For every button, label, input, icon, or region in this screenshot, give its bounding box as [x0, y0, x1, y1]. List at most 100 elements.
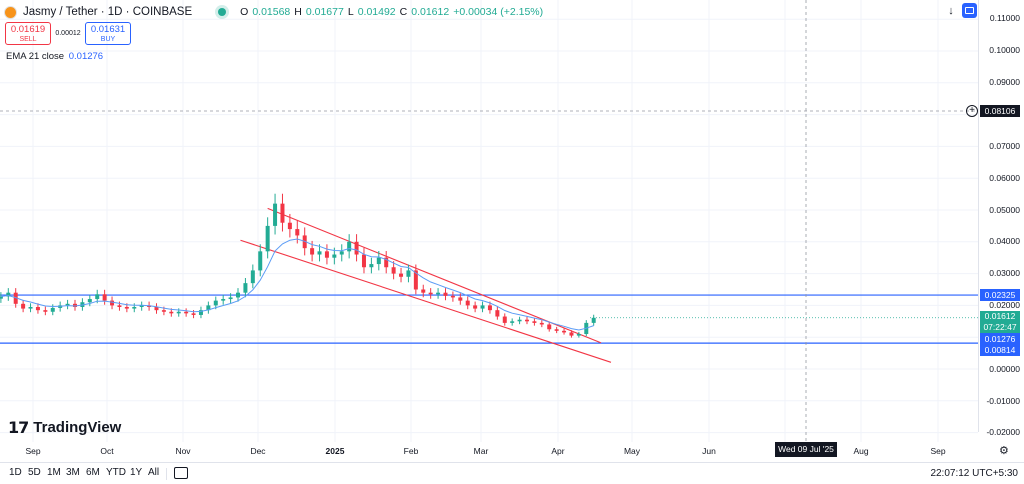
- candle-body: [265, 225, 270, 252]
- candle-body: [354, 241, 359, 255]
- candle-body: [184, 311, 189, 314]
- candle-body: [399, 273, 404, 277]
- range-button-3m[interactable]: 3M: [66, 467, 80, 478]
- candle-body: [458, 297, 463, 301]
- change-value: +0.00034 (+2.15%): [453, 6, 544, 18]
- candle-body: [436, 292, 441, 295]
- price-tick: 0.09000: [989, 77, 1020, 87]
- candle-body: [6, 292, 11, 297]
- price-tick: 0.03000: [989, 268, 1020, 278]
- candle-body: [569, 332, 574, 336]
- ema-legend[interactable]: EMA 21 close 0.01276: [6, 51, 103, 62]
- candle-body: [421, 289, 426, 293]
- time-tick: Sep: [25, 446, 41, 456]
- price-tick: 0.05000: [989, 205, 1020, 215]
- range-button-1y[interactable]: 1Y: [130, 467, 143, 478]
- bottom-toolbar: 1D 5D 1M 3M 6M YTD 1Y All 22:07:12 UTC+5…: [0, 462, 1024, 484]
- candle-body: [532, 321, 537, 323]
- time-tick: Feb: [403, 446, 419, 456]
- buy-price: 0.01631: [90, 24, 126, 35]
- clock-timezone[interactable]: 22:07:12 UTC+5:30: [930, 468, 1018, 479]
- trade-buttons: 0.01619 SELL 0.00012 0.01631 BUY: [5, 22, 131, 45]
- price-tick: -0.01000: [986, 396, 1020, 406]
- range-button-1m[interactable]: 1M: [47, 467, 61, 478]
- candle-body: [576, 334, 581, 336]
- candle-body: [547, 324, 552, 330]
- candle-body: [495, 310, 500, 317]
- candle-body: [213, 300, 218, 306]
- price-tick: -0.02000: [986, 427, 1020, 437]
- price-tick: 0.11000: [989, 13, 1020, 23]
- candle-body: [406, 270, 411, 277]
- candle-body: [28, 306, 33, 309]
- candle-body: [502, 316, 507, 323]
- buy-label: BUY: [100, 36, 116, 43]
- candle-body: [347, 241, 352, 252]
- price-axis[interactable]: 0.11000 0.10000 0.09000 0.07000 0.06000 …: [978, 0, 1024, 437]
- download-arrow-icon[interactable]: ↓: [948, 5, 954, 17]
- time-tick: Nov: [175, 446, 191, 456]
- range-button-1d[interactable]: 1D: [9, 467, 22, 478]
- time-axis[interactable]: Sep Oct Nov Dec 2025 Feb Mar Apr May Jun…: [0, 442, 978, 460]
- candle-body: [391, 267, 396, 274]
- candle-body: [332, 254, 337, 258]
- time-tick: Apr: [551, 446, 565, 456]
- candle-body: [198, 310, 203, 315]
- candle-body: [124, 306, 129, 309]
- buy-button[interactable]: 0.01631 BUY: [85, 22, 131, 45]
- price-chart[interactable]: [0, 0, 978, 442]
- ema-price-tag: 0.01276: [980, 333, 1020, 345]
- sell-label: SELL: [19, 36, 37, 43]
- ema-legend-label: EMA 21 close: [6, 51, 65, 62]
- channel-lower-line: [240, 239, 612, 363]
- candle-body: [384, 257, 389, 268]
- time-tick: Dec: [250, 446, 266, 456]
- go-to-date-calendar-icon[interactable]: [174, 467, 188, 479]
- price-tick: 0.00000: [989, 364, 1020, 374]
- range-button-6m[interactable]: 6M: [86, 467, 100, 478]
- open-label: O: [240, 6, 249, 18]
- time-tick: Sep: [930, 446, 946, 456]
- candle-body: [287, 222, 292, 230]
- low-label: L: [347, 6, 354, 18]
- candle-body: [517, 319, 522, 322]
- time-tick: Jun: [702, 446, 716, 456]
- candle-body: [154, 306, 159, 311]
- range-button-all[interactable]: All: [148, 467, 160, 478]
- candle-body: [280, 203, 285, 223]
- bar-countdown: 07:22:47: [983, 322, 1017, 332]
- tradingview-watermark[interactable]: 17 TradingView: [8, 418, 121, 437]
- candle-body: [510, 321, 515, 323]
- candle-body: [117, 305, 122, 307]
- candle-body: [169, 311, 174, 314]
- add-alert-plus-icon[interactable]: +: [966, 105, 978, 117]
- candle-body: [413, 270, 418, 290]
- market-open-dot-icon: [218, 8, 227, 16]
- candle-body: [487, 305, 492, 311]
- time-tick: 2025: [325, 446, 345, 456]
- time-tick: May: [623, 446, 641, 456]
- range-button-ytd[interactable]: YTD: [106, 467, 126, 478]
- time-tick: Aug: [853, 446, 869, 456]
- fullscreen-button[interactable]: [962, 3, 977, 18]
- candle-body: [591, 317, 596, 323]
- time-tick: Oct: [100, 446, 114, 456]
- candle-body: [228, 297, 233, 300]
- settings-gear-icon[interactable]: ⚙: [999, 445, 1009, 457]
- candle-body: [376, 257, 381, 265]
- price-tick: 0.04000: [989, 236, 1020, 246]
- price-tick: 0.02000: [989, 300, 1020, 310]
- symbol-title[interactable]: Jasmy / Tether · 1D · COINBASE: [23, 6, 193, 18]
- candle-body: [102, 294, 107, 301]
- ohlc-values: O 0.01568 H 0.01677 L 0.01492 C 0.01612 +0.0…: [240, 6, 543, 18]
- candle-body: [161, 310, 166, 312]
- candle-body: [324, 251, 329, 258]
- candle-body: [428, 292, 433, 295]
- candle-body: [65, 303, 70, 306]
- candle-body: [317, 251, 322, 255]
- range-button-5d[interactable]: 5D: [28, 467, 41, 478]
- sell-button[interactable]: 0.01619 SELL: [5, 22, 51, 45]
- crosshair-date-tag: Wed 09 Jul '25: [775, 442, 837, 457]
- candle-body: [206, 305, 211, 311]
- candle-body: [72, 303, 77, 307]
